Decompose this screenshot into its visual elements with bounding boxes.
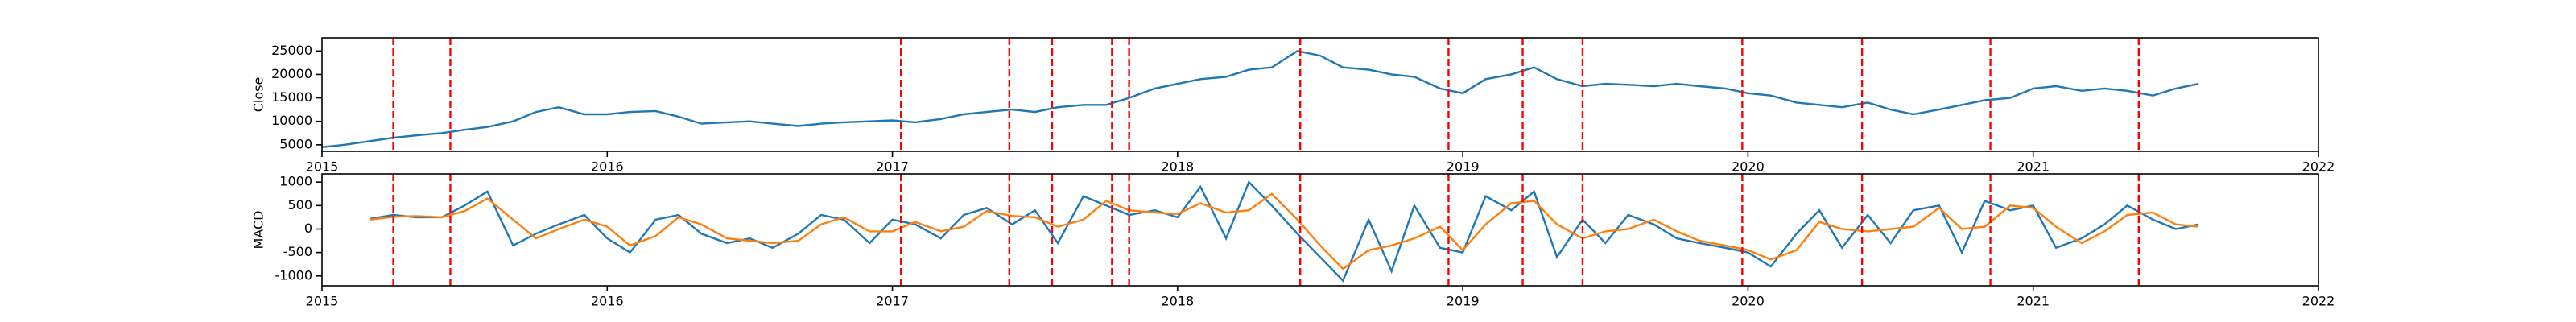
y-tick-label: 15000	[271, 89, 312, 105]
x-tick-label: 2021	[2017, 294, 2050, 309]
y-tick-label: -1000	[275, 267, 313, 283]
x-tick-label: 2019	[1447, 159, 1480, 175]
data-line	[321, 50, 2199, 148]
x-tick-label: 2020	[1732, 159, 1765, 175]
x-tick-label: 2019	[1447, 294, 1480, 309]
x-tick-label: 2015	[306, 294, 339, 309]
x-tick-label: 2016	[591, 294, 624, 309]
y-tick-label: 0	[304, 221, 312, 236]
y-axis-label: MACD	[251, 211, 266, 250]
y-tick-label: 1000	[279, 174, 312, 189]
y-tick-label: 5000	[279, 136, 312, 151]
y-axis-label: Close	[251, 77, 266, 113]
x-tick-label: 2017	[876, 159, 909, 175]
data-line	[370, 192, 2199, 270]
x-tick-label: 2022	[2302, 159, 2335, 175]
x-tick-label: 2017	[876, 294, 909, 309]
x-tick-label: 2018	[1161, 159, 1194, 175]
axes-frame	[321, 173, 2319, 287]
y-tick-label: 500	[287, 197, 312, 213]
x-tick-label: 2015	[306, 159, 339, 175]
x-tick-label: 2016	[591, 159, 624, 175]
y-tick-label: 25000	[271, 43, 312, 58]
x-tick-label: 2021	[2017, 159, 2050, 175]
axes-frame	[321, 37, 2319, 152]
y-tick-label: 10000	[271, 113, 312, 128]
x-tick-label: 2020	[1732, 294, 1765, 309]
data-line	[370, 180, 2199, 283]
x-tick-label: 2022	[2302, 294, 2335, 309]
y-tick-label: -500	[283, 244, 312, 259]
y-tick-label: 20000	[271, 66, 312, 81]
x-tick-label: 2018	[1161, 294, 1194, 309]
